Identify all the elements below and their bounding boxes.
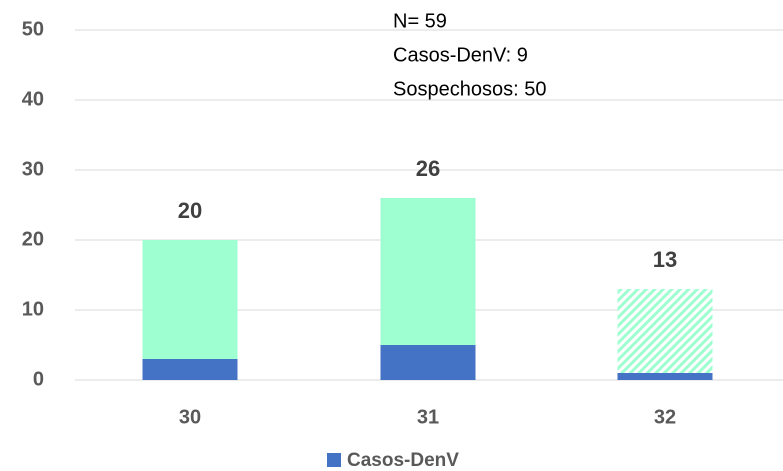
annotation: Casos-DenV: 9	[393, 44, 528, 66]
y-tick-label: 40	[22, 88, 44, 110]
legend-label: Casos-DenV	[347, 450, 459, 471]
y-tick-label: 0	[33, 368, 44, 390]
bar-segment	[380, 345, 476, 380]
y-tick-label: 20	[22, 228, 44, 250]
y-tick-label: 50	[22, 18, 44, 40]
x-tick-label: 31	[417, 406, 439, 428]
bar-segment	[142, 359, 238, 380]
y-tick-label: 10	[22, 298, 44, 320]
bar-segment	[142, 240, 238, 359]
bar-segment	[617, 373, 713, 380]
y-tick-label: 30	[22, 158, 44, 180]
bar-segment	[617, 289, 713, 373]
bar-segment	[380, 198, 476, 345]
total-label: 13	[653, 247, 677, 272]
x-tick-label: 32	[654, 406, 676, 428]
total-label: 26	[416, 156, 440, 181]
x-tick-label: 30	[179, 406, 201, 428]
annotation: N= 59	[393, 10, 447, 32]
annotation: Sospechosos: 50	[393, 78, 546, 100]
total-label: 20	[178, 198, 202, 223]
legend-swatch	[327, 453, 341, 467]
